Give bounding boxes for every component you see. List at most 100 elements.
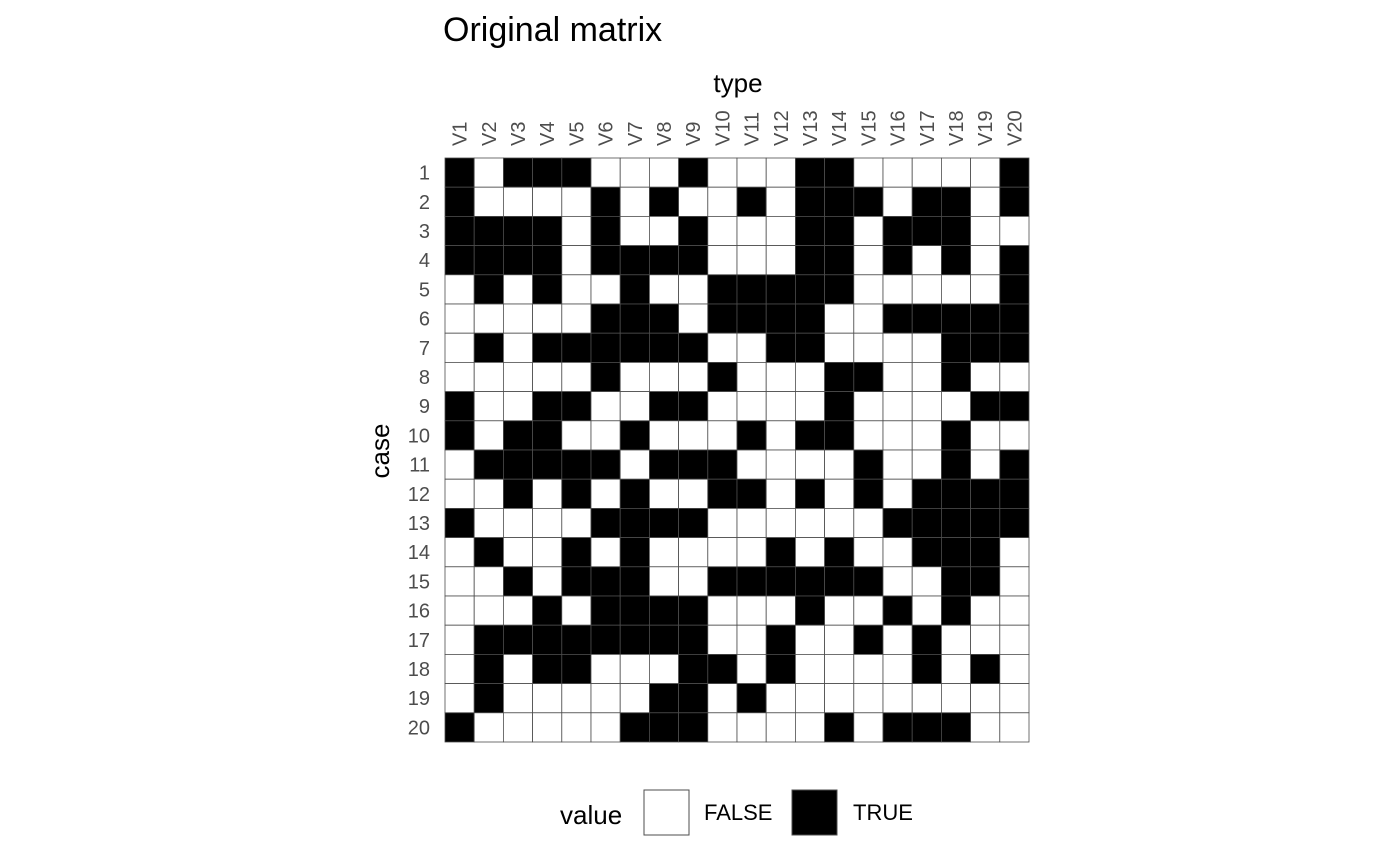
matrix-cell [649,654,680,685]
matrix-cell [678,186,709,217]
matrix-cell [590,624,621,655]
matrix-cell [649,303,680,334]
matrix-cell [532,245,563,276]
matrix-cell [707,361,738,392]
matrix-cell [824,274,855,305]
matrix-cell [765,537,796,568]
matrix-cell [795,537,826,568]
matrix-cell [678,595,709,626]
matrix-cell [532,332,563,363]
matrix-cell [561,624,592,655]
matrix-cell [736,361,767,392]
y-tick-label: 8 [419,367,430,389]
matrix-cell [853,303,884,334]
matrix-cell [765,507,796,538]
matrix-cell [765,420,796,451]
matrix-cell [824,245,855,276]
matrix-cell [765,245,796,276]
matrix-cell [999,654,1030,685]
matrix-cell [444,215,475,246]
matrix-cell [999,507,1030,538]
matrix-cell [678,624,709,655]
matrix-cell [649,683,680,714]
matrix-cell [502,274,533,305]
matrix-cell [619,507,650,538]
matrix-cell [532,624,563,655]
matrix-cell [473,186,504,217]
matrix-cell [707,683,738,714]
x-tick-label: V20 [1004,110,1026,146]
matrix-cell [765,361,796,392]
matrix-cell [882,712,913,743]
matrix-cell [824,303,855,334]
matrix-cell [473,332,504,363]
matrix-cell [853,566,884,597]
y-tick-label: 4 [419,250,430,272]
matrix-cell [619,478,650,509]
matrix-cell [590,595,621,626]
matrix-cell [882,683,913,714]
matrix-cell [795,361,826,392]
matrix-cell [561,245,592,276]
y-tick-label: 19 [408,688,430,710]
legend-label-false: FALSE [704,800,772,825]
matrix-cell [765,478,796,509]
matrix-cell [649,186,680,217]
matrix-cell [795,566,826,597]
matrix-cell [444,507,475,538]
matrix-cell [678,449,709,480]
matrix-cell [941,303,972,334]
matrix-cell [882,537,913,568]
matrix-cell [970,449,1001,480]
matrix-cell [619,361,650,392]
matrix-cell [678,566,709,597]
matrix-cell [736,303,767,334]
matrix-cell [941,391,972,422]
matrix-cell [736,624,767,655]
matrix-cell [911,683,942,714]
matrix-cell [736,420,767,451]
matrix-cell [853,186,884,217]
matrix-cell [999,624,1030,655]
matrix-cell [619,303,650,334]
matrix-cell [532,654,563,685]
matrix-cell [853,157,884,188]
matrix-cell [853,654,884,685]
matrix-cell [473,478,504,509]
matrix-cell [619,537,650,568]
matrix-cell [561,420,592,451]
matrix-cell [590,391,621,422]
matrix-cell [444,274,475,305]
matrix-cell [561,391,592,422]
matrix-cell [649,478,680,509]
x-axis-title: type [713,68,762,98]
matrix-cell [824,712,855,743]
matrix-cell [678,537,709,568]
matrix-cell [999,245,1030,276]
matrix-cell [678,215,709,246]
matrix-cell [532,420,563,451]
matrix-cell [970,332,1001,363]
matrix-cell [707,420,738,451]
matrix-cell [941,332,972,363]
matrix-cell [736,332,767,363]
matrix-cell [590,303,621,334]
matrix-cells [444,157,1030,743]
matrix-cell [707,566,738,597]
matrix-cell [736,449,767,480]
matrix-cell [561,186,592,217]
matrix-cell [765,157,796,188]
matrix-cell [795,712,826,743]
matrix-cell [970,507,1001,538]
matrix-cell [590,683,621,714]
matrix-cell [649,157,680,188]
matrix-cell [765,391,796,422]
matrix-cell [882,274,913,305]
matrix-cell [619,332,650,363]
matrix-cell [882,332,913,363]
matrix-cell [765,215,796,246]
matrix-cell [532,186,563,217]
matrix-cell [999,186,1030,217]
matrix-cell [882,595,913,626]
matrix-cell [765,449,796,480]
